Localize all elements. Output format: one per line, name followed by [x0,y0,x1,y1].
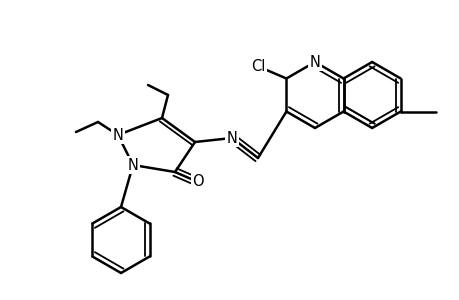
Text: N: N [127,158,138,172]
Text: N: N [309,55,320,70]
Text: N: N [112,128,123,142]
Text: N: N [226,130,237,146]
Text: O: O [192,175,203,190]
Text: Cl: Cl [251,59,265,74]
